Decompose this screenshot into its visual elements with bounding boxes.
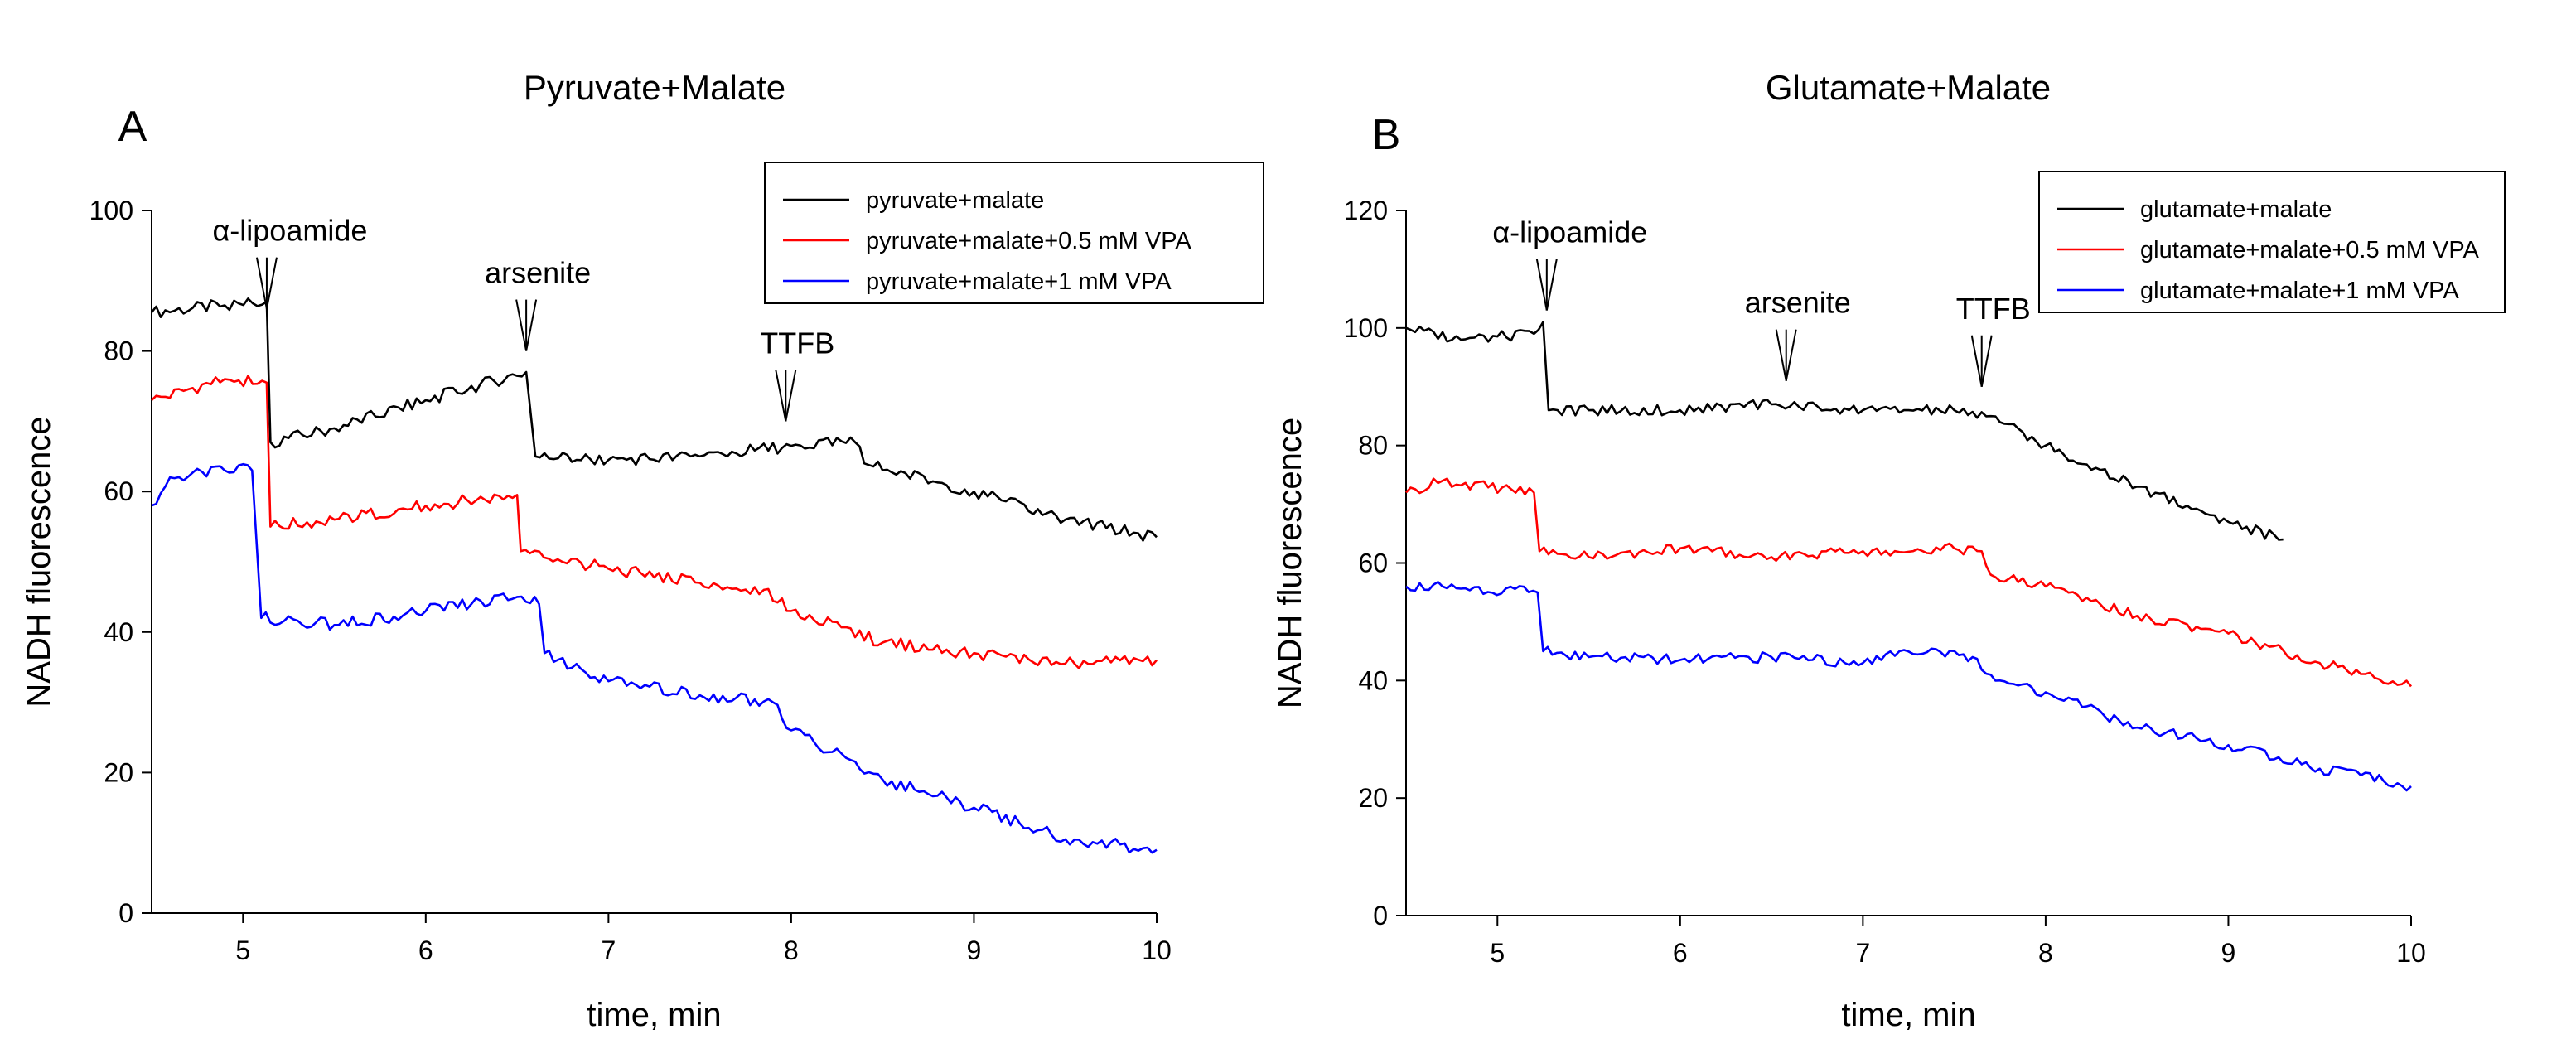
x-tick-label: 5 [1490,938,1505,968]
y-tick-label: 20 [1358,783,1388,813]
legend-entry: pyruvate+malate+1 mM VPA [866,268,1172,295]
annotation-arrow [265,257,278,309]
series-line-3 [1405,581,2412,792]
y-tick-label: 60 [104,476,133,506]
series-line-1 [150,297,1158,542]
annotation-label: arsenite [1745,286,1851,320]
legend-box [764,162,1264,304]
x-tick-label: 9 [967,935,982,965]
annotation-arrow [255,257,268,309]
annotation-label: TTFB [1956,292,2031,326]
annotation-arrow [1785,329,1797,381]
x-tick-label: 6 [418,935,433,965]
annotation-label: α-lipoamide [1492,215,1647,249]
panel-label: B [1372,111,1401,159]
x-axis-label: time, min [1841,997,1975,1033]
legend-entry: pyruvate+malate+0.5 mM VPA [866,228,1191,254]
series-line-3 [151,462,1158,854]
series-line-2 [151,375,1158,669]
annotation-arrow [1545,259,1558,311]
legend-entry: glutamate+malate+0.5 mM VPA [2140,237,2480,263]
chart-title: Pyruvate+Malate [524,68,785,107]
legend-box [2038,171,2506,313]
x-tick-label: 10 [1142,935,1172,965]
annotation-arrow [515,299,528,351]
y-tick-label: 0 [1373,901,1388,930]
x-tick-label: 9 [2221,938,2236,968]
x-tick-label: 5 [235,935,250,965]
annotation-label: α-lipoamide [212,214,367,248]
y-tick-label: 80 [104,336,133,366]
legend-entry: glutamate+malate [2140,196,2332,223]
y-axis-label: NADH fluorescence [1272,418,1308,708]
annotation-arrow [1535,259,1548,311]
annotation-label: arsenite [485,256,591,290]
series-line-2 [1405,477,2413,688]
annotation-arrow [785,370,797,422]
annotation-arrow [1775,329,1787,381]
legend-entry: glutamate+malate+1 mM VPA [2140,278,2459,304]
y-tick-label: 60 [1358,549,1388,578]
series-line-1 [1405,321,2284,541]
x-tick-label: 6 [1673,938,1688,968]
y-tick-label: 40 [104,617,133,647]
x-tick-label: 7 [1855,938,1870,968]
annotation-arrow [775,370,787,422]
y-tick-label: 0 [118,898,133,928]
chart-title: Glutamate+Malate [1766,68,2051,107]
x-tick-label: 10 [2396,938,2426,968]
y-tick-label: 40 [1358,665,1388,695]
x-tick-label: 7 [601,935,616,965]
annotation-label: TTFB [760,326,834,360]
y-tick-label: 80 [1358,431,1388,461]
legend-entry: pyruvate+malate [866,187,1044,214]
panel-label: A [118,103,147,151]
y-tick-label: 20 [104,757,133,787]
x-axis-label: time, min [587,997,721,1033]
y-tick-label: 100 [1344,313,1388,343]
x-tick-label: 8 [2038,938,2053,968]
annotation-arrow [1970,335,1983,387]
annotation-arrow [1980,335,1993,387]
y-axis-label: NADH fluorescence [21,416,57,707]
y-tick-label: 120 [1344,196,1388,225]
y-tick-label: 100 [89,196,133,225]
x-tick-label: 8 [784,935,799,965]
annotation-arrow [525,299,538,351]
